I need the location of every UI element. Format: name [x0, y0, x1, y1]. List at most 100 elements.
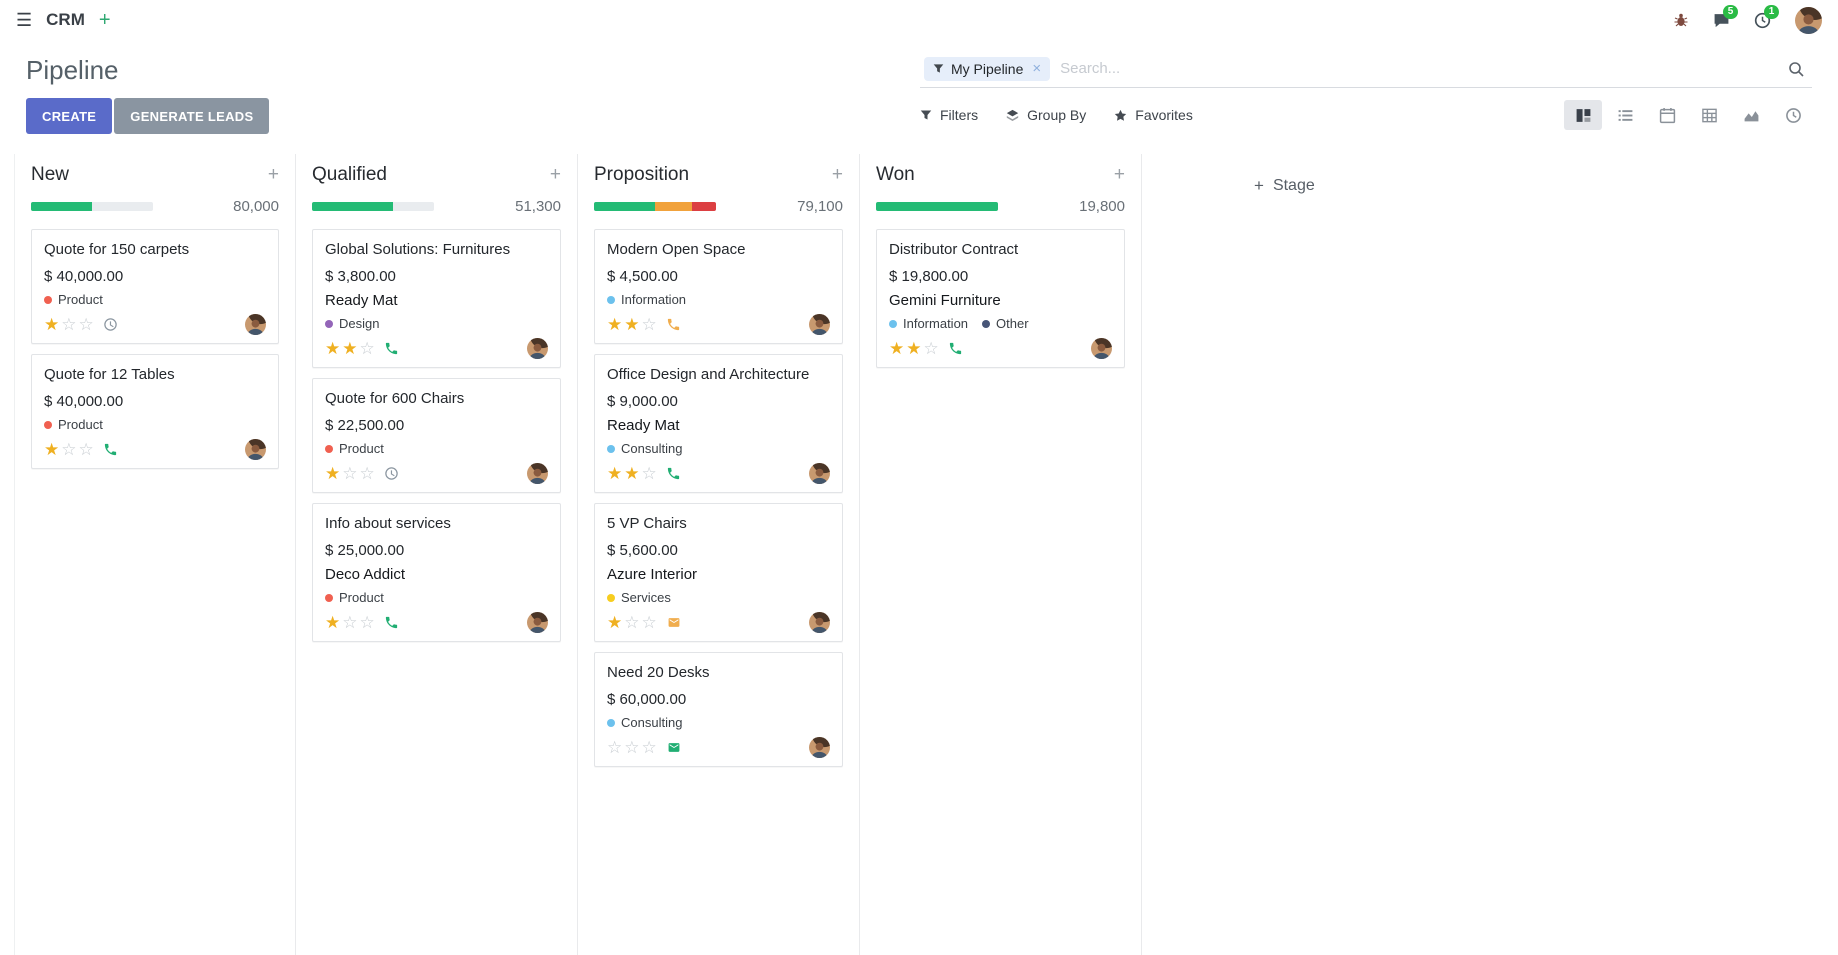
kanban-card[interactable]: Quote for 12 Tables $ 40,000.00 Product …	[31, 354, 279, 469]
column-quick-add-button[interactable]: +	[1113, 164, 1125, 185]
envelope-activity-icon[interactable]	[666, 616, 682, 629]
calendar-view-icon[interactable]	[1648, 100, 1686, 130]
progressbar-segment[interactable]	[876, 202, 998, 211]
activity-view-icon[interactable]	[1774, 100, 1812, 130]
card-title: 5 VP Chairs	[607, 515, 687, 532]
search-menus: Filters Group By Favorites	[920, 107, 1193, 123]
remove-facet-icon[interactable]: ×	[1032, 60, 1042, 77]
card-tags: Consulting	[607, 441, 830, 456]
clock-activity-icon[interactable]	[384, 466, 399, 481]
priority-star-empty[interactable]: ☆	[342, 463, 358, 483]
column-progressbar[interactable]	[876, 202, 998, 211]
priority-star-filled[interactable]: ★	[325, 338, 341, 358]
column-progressbar[interactable]	[312, 202, 434, 211]
kanban-card[interactable]: Need 20 Desks $ 60,000.00 Consulting ☆ ☆ ☆	[594, 652, 843, 767]
priority-star-empty[interactable]: ☆	[359, 612, 375, 632]
priority-star-filled[interactable]: ★	[906, 338, 922, 358]
add-stage-button[interactable]: + Stage	[1254, 176, 1315, 196]
column-quick-add-button[interactable]: +	[267, 164, 279, 185]
priority-star-filled[interactable]: ★	[607, 612, 623, 632]
priority-star-filled[interactable]: ★	[44, 314, 60, 334]
search-bar[interactable]: My Pipeline ×	[920, 54, 1812, 88]
kanban-card[interactable]: Quote for 600 Chairs $ 22,500.00 Product…	[312, 378, 561, 493]
priority-star-empty[interactable]: ☆	[78, 314, 94, 334]
priority-star-filled[interactable]: ★	[342, 338, 358, 358]
generate-leads-button[interactable]: GENERATE LEADS	[114, 98, 270, 134]
priority-star-empty[interactable]: ☆	[624, 737, 640, 757]
priority-star-empty[interactable]: ☆	[61, 314, 77, 334]
pivot-view-icon[interactable]	[1690, 100, 1728, 130]
create-button[interactable]: CREATE	[26, 98, 113, 134]
progressbar-segment[interactable]	[312, 202, 393, 211]
filters-menu-button[interactable]: Filters	[920, 107, 978, 123]
column-title[interactable]: Qualified	[312, 164, 387, 185]
kanban-card[interactable]: Office Design and Architecture $ 9,000.0…	[594, 354, 843, 493]
priority-star-empty[interactable]: ☆	[61, 439, 77, 459]
priority-star-filled[interactable]: ★	[624, 463, 640, 483]
graph-view-icon[interactable]	[1732, 100, 1770, 130]
column-quick-add-button[interactable]: +	[831, 164, 843, 185]
progressbar-segment[interactable]	[655, 202, 692, 211]
phone-activity-icon[interactable]	[384, 615, 399, 630]
phone-activity-icon[interactable]	[666, 317, 681, 332]
group-by-menu-button[interactable]: Group By	[1006, 107, 1086, 123]
priority-star-filled[interactable]: ★	[889, 338, 905, 358]
messages-icon[interactable]: 5	[1713, 4, 1738, 29]
priority-star-empty[interactable]: ☆	[624, 612, 640, 632]
card-priority: ★ ★ ☆	[889, 339, 939, 359]
search-icon[interactable]	[1788, 61, 1804, 77]
kanban-board: New + 80,000 Quote for 150 carpets $ 40,…	[0, 148, 1838, 955]
envelope-activity-icon[interactable]	[666, 741, 682, 754]
priority-star-empty[interactable]: ☆	[923, 338, 939, 358]
card-priority: ★ ★ ☆	[325, 339, 375, 359]
phone-activity-icon[interactable]	[384, 341, 399, 356]
app-name[interactable]: CRM	[46, 10, 85, 29]
priority-star-filled[interactable]: ★	[325, 463, 341, 483]
priority-star-empty[interactable]: ☆	[342, 612, 358, 632]
column-title[interactable]: Won	[876, 164, 915, 185]
priority-star-empty[interactable]: ☆	[641, 463, 657, 483]
kanban-card[interactable]: Info about services $ 25,000.00 Deco Add…	[312, 503, 561, 642]
priority-star-filled[interactable]: ★	[607, 463, 623, 483]
priority-star-filled[interactable]: ★	[325, 612, 341, 632]
list-view-icon[interactable]	[1606, 100, 1644, 130]
column-title[interactable]: Proposition	[594, 164, 690, 185]
phone-activity-icon[interactable]	[948, 341, 963, 356]
priority-star-empty[interactable]: ☆	[607, 737, 623, 757]
priority-star-empty[interactable]: ☆	[359, 463, 375, 483]
phone-activity-icon[interactable]	[103, 442, 118, 457]
apps-menu-icon[interactable]: ☰	[16, 9, 33, 30]
priority-star-filled[interactable]: ★	[624, 314, 640, 334]
card-partner: Ready Mat	[325, 292, 398, 309]
progressbar-segment[interactable]	[691, 202, 716, 211]
user-avatar[interactable]	[1795, 6, 1822, 34]
search-input[interactable]	[1060, 60, 1778, 77]
kanban-card[interactable]: Modern Open Space $ 4,500.00 Information…	[594, 229, 843, 344]
kanban-card[interactable]: 5 VP Chairs $ 5,600.00 Azure Interior Se…	[594, 503, 843, 642]
column-progressbar[interactable]	[594, 202, 716, 211]
progressbar-segment[interactable]	[594, 202, 655, 211]
card-amount: $ 19,800.00	[889, 268, 969, 285]
activities-clock-icon[interactable]: 1	[1754, 4, 1779, 29]
priority-star-empty[interactable]: ☆	[359, 338, 375, 358]
priority-star-empty[interactable]: ☆	[641, 314, 657, 334]
priority-star-filled[interactable]: ★	[607, 314, 623, 334]
column-progressbar[interactable]	[31, 202, 153, 211]
clock-activity-icon[interactable]	[103, 317, 118, 332]
kanban-card[interactable]: Distributor Contract $ 19,800.00 Gemini …	[876, 229, 1125, 368]
priority-star-filled[interactable]: ★	[44, 439, 60, 459]
column-title[interactable]: New	[31, 164, 70, 185]
favorites-menu-button[interactable]: Favorites	[1114, 107, 1193, 123]
bug-icon[interactable]	[1673, 12, 1689, 28]
phone-activity-icon[interactable]	[666, 466, 681, 481]
progressbar-segment[interactable]	[31, 202, 92, 211]
add-icon[interactable]: +	[98, 8, 111, 31]
kanban-card[interactable]: Global Solutions: Furnitures $ 3,800.00 …	[312, 229, 561, 368]
column-quick-add-button[interactable]: +	[549, 164, 561, 185]
priority-star-empty[interactable]: ☆	[641, 612, 657, 632]
priority-star-empty[interactable]: ☆	[78, 439, 94, 459]
kanban-card[interactable]: Quote for 150 carpets $ 40,000.00 Produc…	[31, 229, 279, 344]
salesperson-avatar	[245, 314, 266, 335]
kanban-view-icon[interactable]	[1564, 100, 1602, 130]
priority-star-empty[interactable]: ☆	[641, 737, 657, 757]
